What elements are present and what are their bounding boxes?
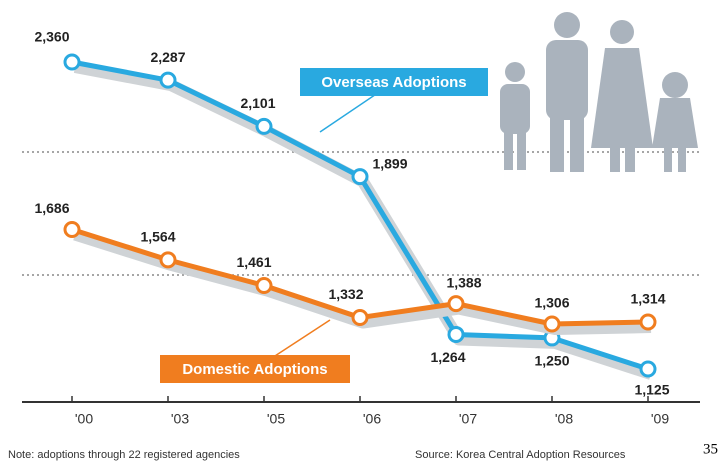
value-label: 1,125 <box>634 382 669 398</box>
page-number: 35 <box>703 441 718 457</box>
x-tick-label: '03 <box>171 411 189 427</box>
point <box>65 55 79 69</box>
value-label: 1,306 <box>534 295 569 311</box>
point <box>449 297 463 311</box>
family-silhouette <box>500 12 698 172</box>
x-tick-label: '09 <box>651 411 669 427</box>
source: Source: Korea Central Adoption Resources <box>415 449 626 461</box>
point <box>161 73 175 87</box>
chart: Note: adoptions through 22 registered ag… <box>0 0 728 466</box>
point <box>353 311 367 325</box>
value-label: 1,899 <box>372 155 407 171</box>
value-label: 1,250 <box>534 353 569 369</box>
legend-label: Domestic Adoptions <box>182 361 327 378</box>
value-label: 1,314 <box>630 291 665 307</box>
value-label: 2,101 <box>240 95 275 111</box>
value-label: 1,686 <box>34 200 69 216</box>
point <box>545 317 559 331</box>
x-tick-label: '07 <box>459 411 477 427</box>
point <box>353 170 367 184</box>
x-tick-label: '06 <box>363 411 381 427</box>
value-label: 2,360 <box>34 29 69 45</box>
value-label: 1,564 <box>140 229 175 245</box>
point <box>257 278 271 292</box>
point <box>449 327 463 341</box>
value-label: 2,287 <box>150 49 185 65</box>
x-tick-label: '00 <box>75 411 93 427</box>
x-tick-label: '05 <box>267 411 285 427</box>
note: Note: adoptions through 22 registered ag… <box>8 449 240 461</box>
point <box>161 253 175 267</box>
value-label: 1,264 <box>430 349 465 365</box>
x-tick-label: '08 <box>555 411 573 427</box>
point <box>641 362 655 376</box>
point <box>641 315 655 329</box>
point <box>257 119 271 133</box>
legend-label: Overseas Adoptions <box>321 74 466 91</box>
point <box>65 223 79 237</box>
value-label: 1,388 <box>446 274 481 290</box>
value-label: 1,461 <box>236 254 271 270</box>
value-label: 1,332 <box>328 286 363 302</box>
